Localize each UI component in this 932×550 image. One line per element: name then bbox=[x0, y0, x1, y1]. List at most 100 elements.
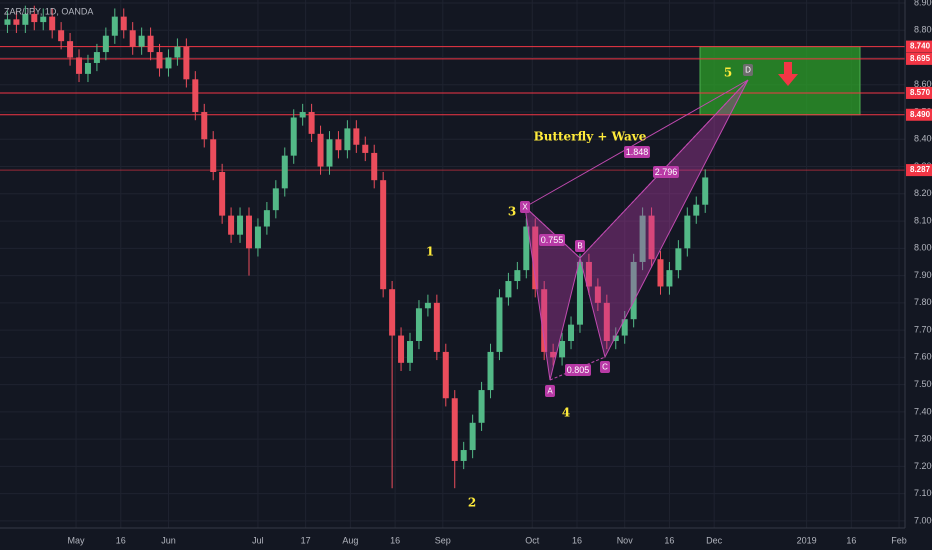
candle-body bbox=[469, 422, 476, 451]
xd-line bbox=[524, 79, 749, 208]
candle-body bbox=[550, 351, 557, 358]
candle-body bbox=[219, 172, 226, 216]
candle-body bbox=[192, 79, 199, 113]
candle-body bbox=[254, 226, 261, 249]
ratio-box bbox=[539, 234, 565, 246]
level-label-box bbox=[906, 164, 932, 177]
pattern-point-label: A bbox=[547, 387, 553, 396]
x-tick-label: 17 bbox=[301, 535, 311, 545]
wave-label: 5 bbox=[724, 66, 732, 80]
candle-body bbox=[541, 289, 548, 352]
candle-body bbox=[353, 128, 360, 145]
level-label: 8.740 bbox=[910, 42, 931, 51]
pattern-point-box bbox=[743, 64, 753, 76]
pattern-point-box bbox=[600, 361, 610, 373]
level-label: 8.490 bbox=[910, 110, 931, 119]
candle-body bbox=[433, 302, 440, 352]
ratio-box bbox=[624, 146, 650, 158]
candle-body bbox=[120, 16, 127, 31]
level-label: 8.287 bbox=[910, 165, 931, 174]
candle-body bbox=[362, 144, 369, 153]
candle-body bbox=[210, 139, 217, 173]
candle-body bbox=[487, 351, 494, 391]
y-tick-label: 7.000 bbox=[914, 515, 932, 525]
candle-body bbox=[612, 335, 619, 342]
candle-body bbox=[442, 351, 449, 399]
candle-body bbox=[84, 62, 91, 74]
candle-body bbox=[371, 152, 378, 181]
level-label-box bbox=[906, 40, 932, 53]
candle-body bbox=[58, 30, 65, 42]
y-tick-label: 7.200 bbox=[914, 461, 932, 471]
candle-body bbox=[451, 398, 458, 461]
candle-body bbox=[111, 16, 118, 36]
ratio-label: 0.805 bbox=[567, 365, 590, 375]
x-tick-label: 16 bbox=[116, 535, 126, 545]
target-zone bbox=[0, 46, 905, 171]
y-tick-label: 8.100 bbox=[914, 215, 932, 225]
candle-body bbox=[156, 52, 163, 69]
level-label-box bbox=[906, 52, 932, 65]
ratio-box bbox=[565, 364, 591, 376]
pattern-point-box bbox=[575, 240, 585, 252]
x-tick-label: Jun bbox=[161, 535, 176, 545]
candle-body bbox=[22, 13, 29, 25]
pattern-point-label: X bbox=[522, 203, 528, 212]
candle-body bbox=[380, 180, 387, 290]
x-tick-label: Aug bbox=[342, 535, 358, 545]
y-tick-label: 7.900 bbox=[914, 270, 932, 280]
x-tick-label: Jul bbox=[252, 535, 264, 545]
candle-body bbox=[49, 16, 56, 31]
candle-body bbox=[13, 19, 20, 25]
candle-body bbox=[317, 133, 324, 167]
level-label: 8.570 bbox=[910, 88, 931, 97]
x-tick-label: Oct bbox=[525, 535, 540, 545]
y-tick-label: 8.800 bbox=[914, 25, 932, 35]
pattern-point-label: C bbox=[602, 363, 608, 372]
candle-body bbox=[299, 112, 306, 118]
y-tick-label: 7.600 bbox=[914, 352, 932, 362]
level-label-box bbox=[906, 108, 932, 121]
candle-body bbox=[308, 112, 315, 134]
candle-body bbox=[505, 281, 512, 298]
level-label: 8.695 bbox=[910, 54, 931, 63]
candle-body bbox=[398, 335, 405, 363]
y-tick-label: 7.400 bbox=[914, 406, 932, 416]
candle-body bbox=[568, 324, 575, 342]
ratio-box bbox=[653, 166, 679, 178]
candle-body bbox=[576, 261, 583, 325]
grid bbox=[0, 0, 905, 528]
pattern-point-label: B bbox=[577, 242, 582, 251]
candle-body bbox=[630, 261, 637, 320]
candle-body bbox=[138, 35, 145, 47]
candle-body bbox=[389, 289, 396, 336]
candle-body bbox=[183, 46, 190, 80]
candle-body bbox=[165, 57, 172, 69]
y-tick-label: 8.000 bbox=[914, 243, 932, 253]
x-tick-label: May bbox=[68, 535, 86, 545]
candle-body bbox=[326, 139, 333, 167]
candle-body bbox=[102, 35, 109, 53]
candle-body bbox=[272, 188, 279, 211]
candle-body bbox=[675, 248, 682, 271]
y-tick-label: 7.800 bbox=[914, 297, 932, 307]
x-tick-label: 16 bbox=[664, 535, 674, 545]
candle-body bbox=[263, 210, 270, 227]
y-tick-label: 8.900 bbox=[914, 0, 932, 7]
ratio-label: 2.796 bbox=[655, 167, 678, 177]
axes: 7.000 7.100 7.200 7.300 7.400 7.500 7.600 7.700… bbox=[68, 0, 932, 545]
target-box bbox=[699, 46, 861, 116]
candle-body bbox=[40, 16, 47, 23]
candle-body bbox=[424, 302, 431, 309]
candle-body bbox=[702, 177, 709, 205]
candle-body bbox=[621, 319, 628, 336]
candle-body bbox=[76, 57, 83, 74]
candle-body bbox=[460, 450, 467, 461]
candle-body bbox=[594, 286, 601, 303]
labels: X A B C D 0.755 0.805 1.848 2.796 1 2 3 4 5 bbox=[426, 64, 753, 510]
x-tick-label: 2019 bbox=[797, 535, 817, 545]
wave-label: 2 bbox=[468, 496, 476, 510]
wave-label: 3 bbox=[508, 205, 516, 219]
candle-body bbox=[693, 204, 700, 216]
